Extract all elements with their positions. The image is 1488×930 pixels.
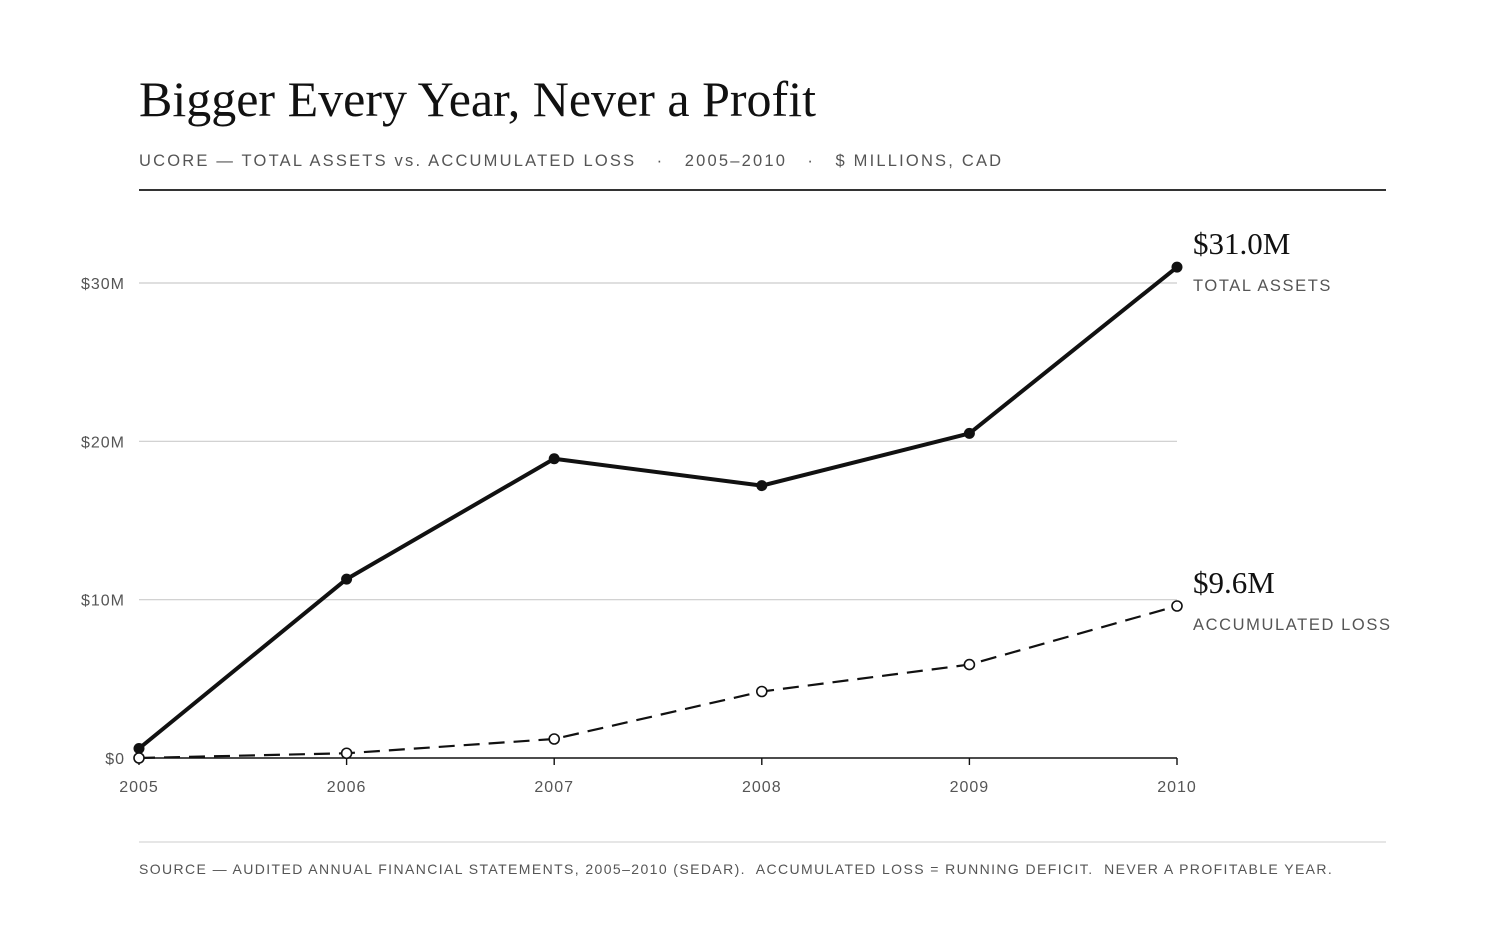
x-tick-label-2008: 2008	[742, 779, 782, 796]
x-tick-label-2005: 2005	[119, 779, 159, 796]
series-line-accumulated-loss	[138, 604, 1178, 760]
point-total-assets-2007	[548, 453, 560, 465]
series	[133, 261, 1183, 764]
x-tick-label-2010: 2010	[1157, 779, 1197, 796]
y-tick-label-3: $30M	[81, 276, 125, 293]
grid-lines	[139, 282, 1177, 601]
x-tick-label-2009: 2009	[950, 779, 990, 796]
axes: $0 $10M $20M $30M 2005 2006 2007 2008 2009 2010	[81, 276, 1197, 796]
chart-subtitle: UCORE — TOTAL ASSETS vs. ACCUMULATED LOS…	[139, 152, 1003, 170]
point-accumulated-loss-2005	[133, 752, 145, 764]
point-total-assets-2010	[1171, 261, 1183, 273]
end-value-total-assets: $31.0M	[1193, 226, 1290, 261]
x-tick-label-2007: 2007	[534, 779, 574, 796]
y-tick-label-1: $10M	[81, 593, 125, 610]
point-total-assets-2006	[341, 573, 353, 585]
end-value-accumulated-loss: $9.6M	[1193, 565, 1275, 600]
end-label-total-assets: TOTAL ASSETS	[1193, 277, 1332, 295]
y-tick-label-0: $0	[105, 751, 125, 768]
point-accumulated-loss-2006	[340, 747, 353, 760]
point-accumulated-loss-2010	[1171, 600, 1183, 612]
series-line-total-assets	[137, 265, 1179, 751]
chart-title: Bigger Every Year, Never a Profit	[139, 71, 816, 127]
y-tick-label-2: $20M	[81, 434, 125, 451]
point-accumulated-loss-2009	[963, 658, 976, 671]
point-total-assets-2009	[963, 427, 975, 439]
point-total-assets-2008	[756, 480, 768, 492]
end-labels: $31.0M TOTAL ASSETS $9.6M ACCUMULATED LOSS	[1193, 226, 1392, 634]
point-accumulated-loss-2008	[755, 685, 768, 698]
end-label-accumulated-loss: ACCUMULATED LOSS	[1193, 616, 1392, 634]
point-total-assets-2005	[133, 743, 145, 754]
point-accumulated-loss-2007	[548, 733, 561, 745]
x-tick-label-2006: 2006	[327, 779, 367, 796]
source-note: SOURCE — AUDITED ANNUAL FINANCIAL STATEM…	[139, 861, 1333, 877]
